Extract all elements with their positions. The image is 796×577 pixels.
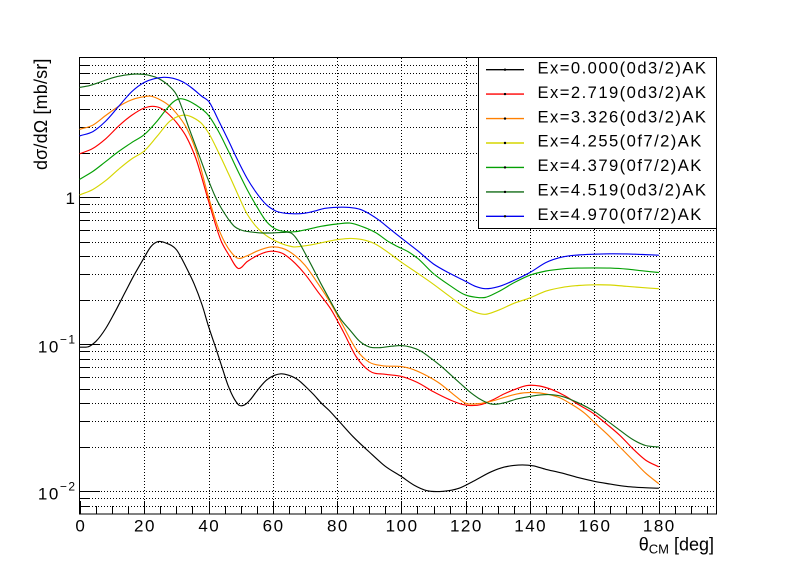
svg-text:100: 100	[386, 517, 419, 536]
svg-text:Ex=3.326(0d3/2)AK: Ex=3.326(0d3/2)AK	[538, 107, 708, 126]
svg-text:120: 120	[450, 517, 483, 536]
svg-text:160: 160	[579, 517, 612, 536]
svg-text:Ex=0.000(0d3/2)AK: Ex=0.000(0d3/2)AK	[538, 58, 708, 77]
svg-text:Ex=2.719(0d3/2)AK: Ex=2.719(0d3/2)AK	[538, 83, 708, 102]
svg-text:180: 180	[643, 517, 676, 536]
svg-text:40: 40	[198, 517, 220, 536]
svg-text:80: 80	[327, 517, 349, 536]
svg-text:dσ/dΩ [mb/sr]: dσ/dΩ [mb/sr]	[31, 58, 51, 170]
svg-text:Ex=4.255(0f7/2)AK: Ex=4.255(0f7/2)AK	[538, 132, 703, 151]
svg-text:0: 0	[75, 517, 86, 536]
svg-text:Ex=4.519(0d3/2)AK: Ex=4.519(0d3/2)AK	[538, 181, 708, 200]
svg-text:60: 60	[263, 517, 285, 536]
svg-text:20: 20	[134, 517, 156, 536]
svg-text:Ex=4.379(0f7/2)AK: Ex=4.379(0f7/2)AK	[538, 156, 703, 175]
svg-text:Ex=4.970(0f7/2)AK: Ex=4.970(0f7/2)AK	[538, 205, 703, 224]
svg-text:1: 1	[66, 189, 77, 208]
svg-text:140: 140	[514, 517, 547, 536]
